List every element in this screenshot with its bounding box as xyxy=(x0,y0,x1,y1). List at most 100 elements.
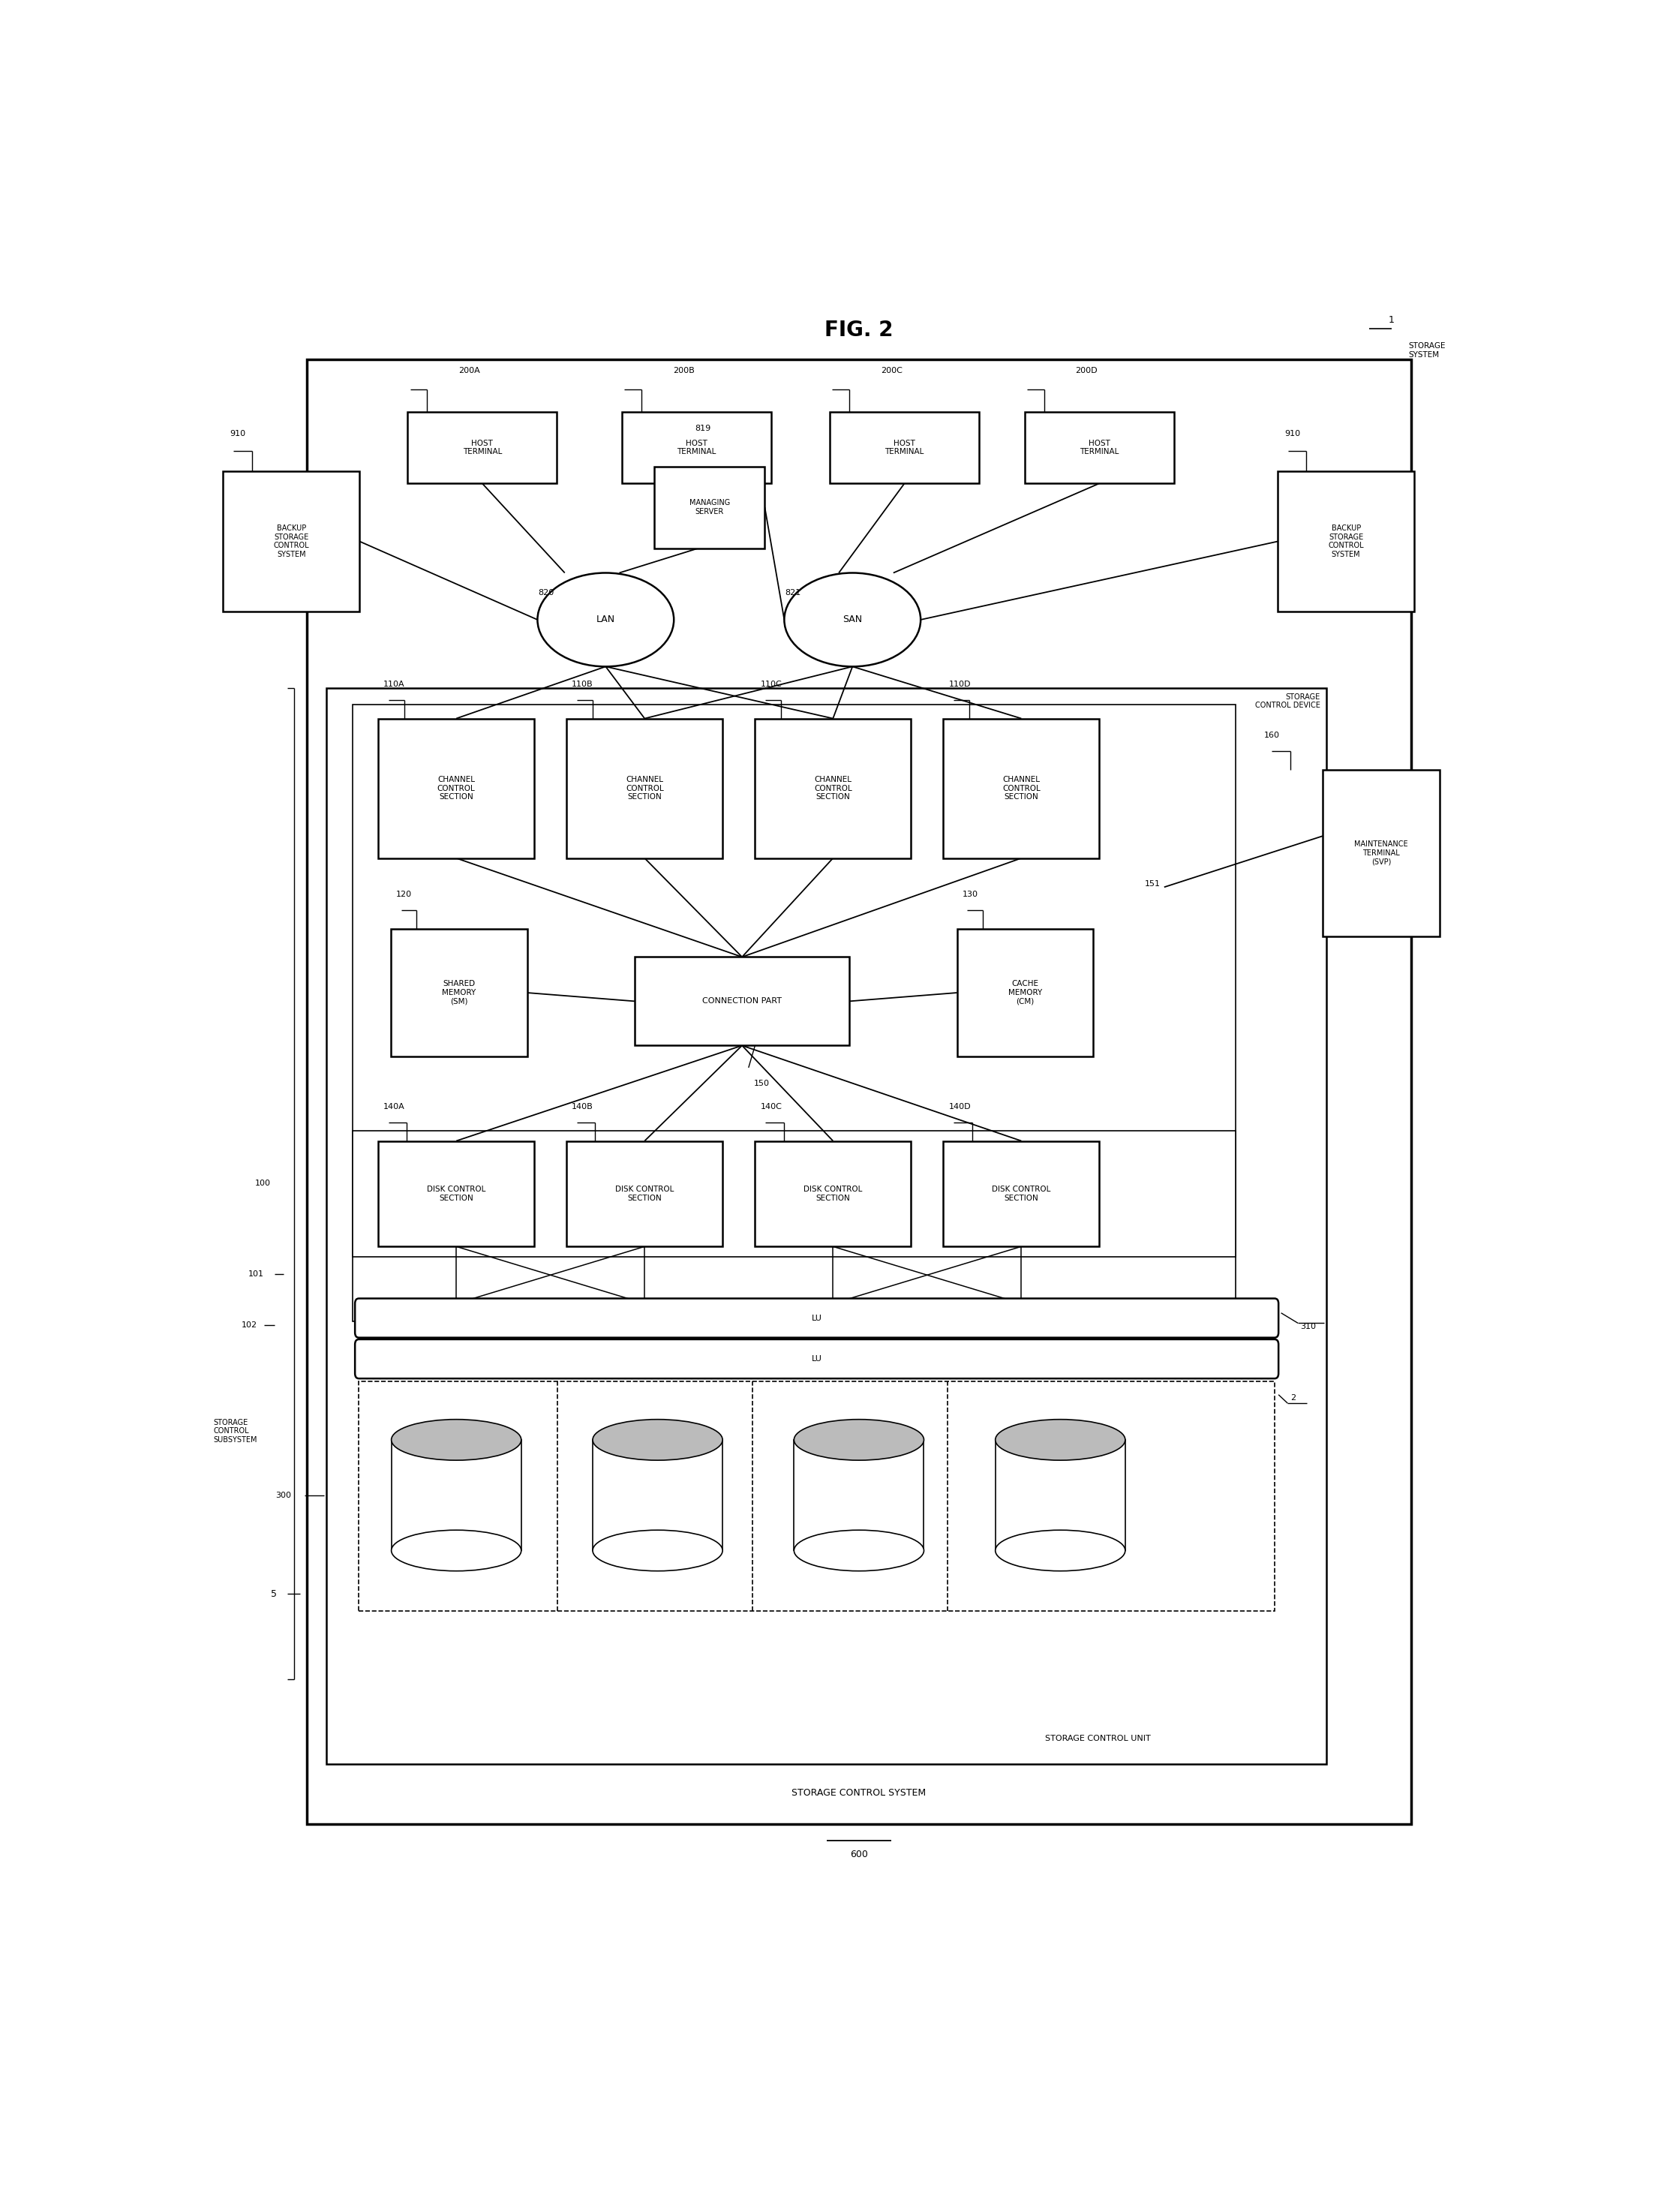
Text: BACKUP
STORAGE
CONTROL
SYSTEM: BACKUP STORAGE CONTROL SYSTEM xyxy=(1327,524,1364,557)
Text: 140B: 140B xyxy=(572,1104,593,1110)
FancyBboxPatch shape xyxy=(830,411,979,484)
Text: 910: 910 xyxy=(1284,429,1301,438)
FancyBboxPatch shape xyxy=(1277,471,1415,611)
Ellipse shape xyxy=(392,1420,521,1460)
FancyBboxPatch shape xyxy=(355,1338,1279,1378)
Text: 102: 102 xyxy=(241,1321,258,1329)
Text: 160: 160 xyxy=(1264,732,1280,739)
Text: DISK CONTROL
SECTION: DISK CONTROL SECTION xyxy=(803,1186,863,1201)
Text: 200A: 200A xyxy=(459,367,479,374)
Text: 821: 821 xyxy=(784,588,801,597)
Text: SHARED
MEMORY
(SM): SHARED MEMORY (SM) xyxy=(442,980,476,1004)
FancyBboxPatch shape xyxy=(996,1440,1125,1551)
Text: 200C: 200C xyxy=(880,367,902,374)
Text: HOST
TERMINAL: HOST TERMINAL xyxy=(463,440,501,456)
FancyBboxPatch shape xyxy=(754,1141,912,1248)
FancyBboxPatch shape xyxy=(352,1130,1235,1256)
Text: HOST
TERMINAL: HOST TERMINAL xyxy=(1079,440,1120,456)
FancyBboxPatch shape xyxy=(635,958,850,1046)
FancyBboxPatch shape xyxy=(392,1440,521,1551)
Text: HOST
TERMINAL: HOST TERMINAL xyxy=(677,440,716,456)
Text: 101: 101 xyxy=(248,1270,265,1279)
FancyBboxPatch shape xyxy=(379,1141,535,1248)
FancyBboxPatch shape xyxy=(566,1141,722,1248)
Text: MAINTENANCE
TERMINAL
(SVP): MAINTENANCE TERMINAL (SVP) xyxy=(1354,841,1408,865)
FancyBboxPatch shape xyxy=(957,929,1093,1057)
Text: 300: 300 xyxy=(275,1491,292,1500)
Text: 110D: 110D xyxy=(949,681,970,688)
Text: 110B: 110B xyxy=(572,681,593,688)
FancyBboxPatch shape xyxy=(566,719,722,858)
Ellipse shape xyxy=(392,1531,521,1571)
Text: 2: 2 xyxy=(1291,1394,1296,1402)
Text: 820: 820 xyxy=(538,588,553,597)
Ellipse shape xyxy=(538,573,674,666)
Text: CONNECTION PART: CONNECTION PART xyxy=(702,998,781,1004)
Text: CHANNEL
CONTROL
SECTION: CHANNEL CONTROL SECTION xyxy=(625,776,664,801)
Text: MANAGING
SERVER: MANAGING SERVER xyxy=(689,500,731,515)
FancyBboxPatch shape xyxy=(754,719,912,858)
Text: 151: 151 xyxy=(1145,880,1160,887)
Text: 130: 130 xyxy=(962,891,979,898)
Text: DISK CONTROL
SECTION: DISK CONTROL SECTION xyxy=(992,1186,1051,1201)
FancyBboxPatch shape xyxy=(355,1298,1279,1338)
Text: BACKUP
STORAGE
CONTROL
SYSTEM: BACKUP STORAGE CONTROL SYSTEM xyxy=(273,524,308,557)
Text: 1: 1 xyxy=(1388,316,1394,325)
Text: LU: LU xyxy=(811,1314,821,1323)
Text: STORAGE CONTROL SYSTEM: STORAGE CONTROL SYSTEM xyxy=(791,1787,927,1798)
Text: DISK CONTROL
SECTION: DISK CONTROL SECTION xyxy=(427,1186,486,1201)
FancyBboxPatch shape xyxy=(379,719,535,858)
FancyBboxPatch shape xyxy=(593,1440,722,1551)
Text: 819: 819 xyxy=(696,425,711,431)
Ellipse shape xyxy=(593,1531,722,1571)
FancyBboxPatch shape xyxy=(352,706,1235,1321)
FancyBboxPatch shape xyxy=(1024,411,1173,484)
FancyBboxPatch shape xyxy=(622,411,771,484)
Text: STORAGE
CONTROL
SUBSYSTEM: STORAGE CONTROL SUBSYSTEM xyxy=(213,1418,258,1444)
FancyBboxPatch shape xyxy=(407,411,556,484)
Text: 120: 120 xyxy=(396,891,412,898)
Text: STORAGE
CONTROL DEVICE: STORAGE CONTROL DEVICE xyxy=(1255,692,1321,710)
FancyBboxPatch shape xyxy=(327,688,1327,1765)
Ellipse shape xyxy=(794,1420,923,1460)
Text: 200D: 200D xyxy=(1074,367,1098,374)
Text: CHANNEL
CONTROL
SECTION: CHANNEL CONTROL SECTION xyxy=(437,776,476,801)
FancyBboxPatch shape xyxy=(794,1440,923,1551)
Text: 140D: 140D xyxy=(949,1104,970,1110)
FancyBboxPatch shape xyxy=(223,471,360,611)
FancyBboxPatch shape xyxy=(944,1141,1099,1248)
Text: 600: 600 xyxy=(850,1849,868,1860)
Ellipse shape xyxy=(784,573,920,666)
Ellipse shape xyxy=(996,1531,1125,1571)
FancyBboxPatch shape xyxy=(944,719,1099,858)
Text: LU: LU xyxy=(811,1356,821,1363)
Text: 110C: 110C xyxy=(761,681,781,688)
Text: STORAGE
SYSTEM: STORAGE SYSTEM xyxy=(1408,343,1445,358)
Text: 140C: 140C xyxy=(761,1104,783,1110)
Text: 200B: 200B xyxy=(672,367,694,374)
Ellipse shape xyxy=(794,1531,923,1571)
Text: SAN: SAN xyxy=(843,615,861,624)
Text: HOST
TERMINAL: HOST TERMINAL xyxy=(885,440,923,456)
Text: 100: 100 xyxy=(255,1179,270,1188)
Ellipse shape xyxy=(593,1420,722,1460)
Text: DISK CONTROL
SECTION: DISK CONTROL SECTION xyxy=(615,1186,674,1201)
Text: 150: 150 xyxy=(754,1079,769,1086)
Text: CHANNEL
CONTROL
SECTION: CHANNEL CONTROL SECTION xyxy=(1002,776,1041,801)
Text: 110A: 110A xyxy=(384,681,406,688)
Text: CACHE
MEMORY
(CM): CACHE MEMORY (CM) xyxy=(1009,980,1042,1004)
FancyBboxPatch shape xyxy=(359,1380,1275,1610)
Text: STORAGE CONTROL UNIT: STORAGE CONTROL UNIT xyxy=(1046,1734,1151,1743)
Text: LAN: LAN xyxy=(597,615,615,624)
Text: FIG. 2: FIG. 2 xyxy=(825,321,893,341)
FancyBboxPatch shape xyxy=(391,929,526,1057)
Ellipse shape xyxy=(996,1420,1125,1460)
FancyBboxPatch shape xyxy=(307,358,1411,1825)
Text: CHANNEL
CONTROL
SECTION: CHANNEL CONTROL SECTION xyxy=(815,776,851,801)
Text: 140A: 140A xyxy=(384,1104,406,1110)
FancyBboxPatch shape xyxy=(654,467,764,549)
FancyBboxPatch shape xyxy=(1322,770,1440,936)
Text: 310: 310 xyxy=(1301,1323,1316,1329)
Text: 5: 5 xyxy=(272,1588,277,1599)
Text: 910: 910 xyxy=(230,429,245,438)
